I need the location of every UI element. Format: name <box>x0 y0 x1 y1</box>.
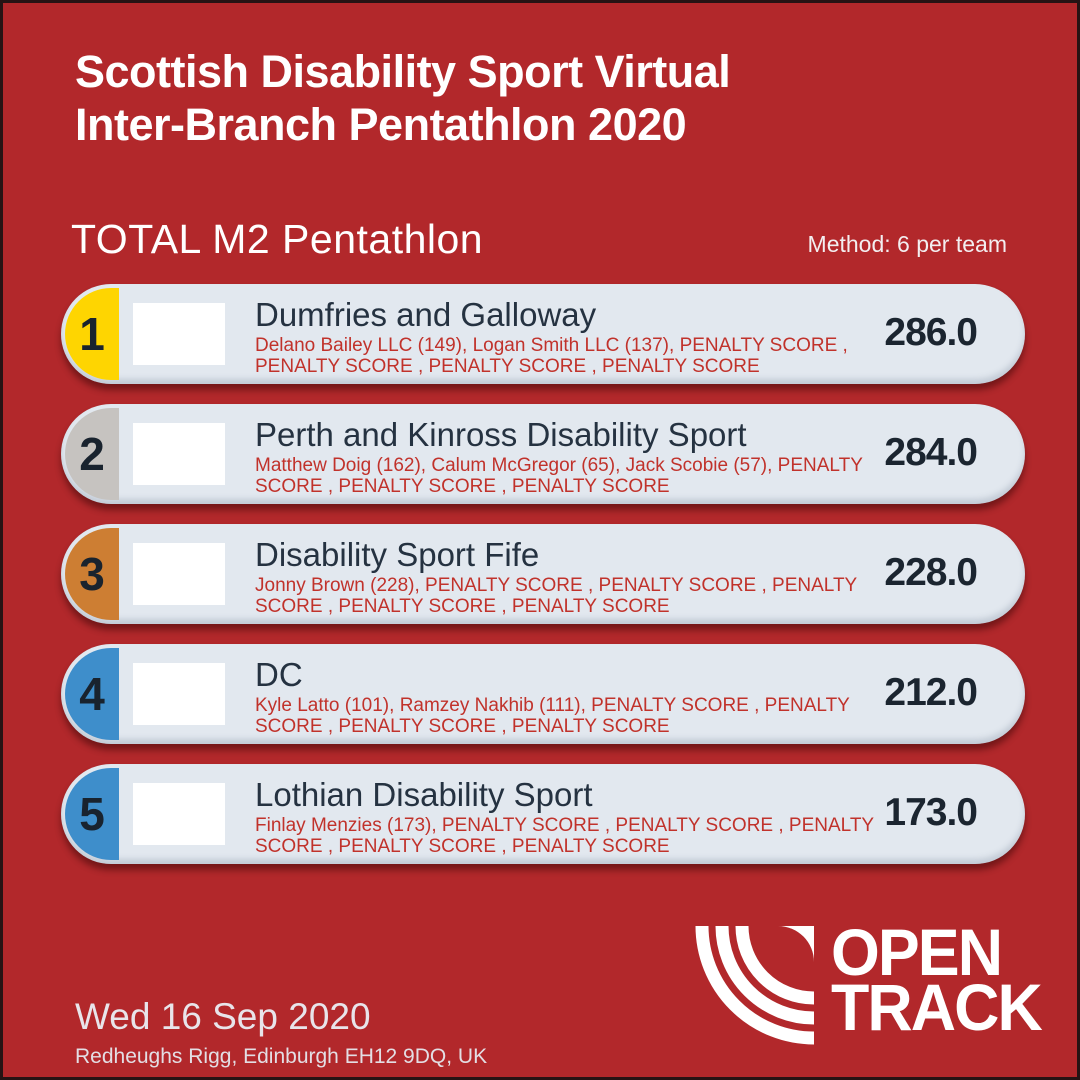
event-title-line1: Scottish Disability Sport Virtual <box>75 46 731 97</box>
rank-badge: 1 <box>65 288 119 380</box>
rank-number: 1 <box>79 308 105 360</box>
team-logo-placeholder <box>133 783 225 845</box>
team-score: 212.0 <box>884 671 978 715</box>
team-name: DC <box>255 656 303 693</box>
team-info: Dumfries and Galloway Delano Bailey LLC … <box>255 296 903 377</box>
team-info: Disability Sport Fife Jonny Brown (228),… <box>255 536 903 617</box>
rank-badge: 2 <box>65 408 119 500</box>
rank-number: 4 <box>79 668 105 720</box>
team-logo-placeholder <box>133 543 225 605</box>
rank-number: 5 <box>79 788 105 840</box>
rank-badge: 5 <box>65 768 119 860</box>
team-athletes: Jonny Brown (228), PENALTY SCORE , PENAL… <box>255 575 857 617</box>
result-row-3: 3 Disability Sport Fife Jonny Brown (228… <box>61 524 1025 624</box>
team-athletes: Finlay Menzies (173), PENALTY SCORE , PE… <box>255 815 874 857</box>
team-info: Lothian Disability Sport Finlay Menzies … <box>255 776 903 857</box>
team-athletes: Kyle Latto (101), Ramzey Nakhib (111), P… <box>255 695 850 737</box>
result-row-5: 5 Lothian Disability Sport Finlay Menzie… <box>61 764 1025 864</box>
team-name: Lothian Disability Sport <box>255 776 593 813</box>
section-heading: TOTAL M2 Pentathlon <box>71 216 484 262</box>
result-row-2: 2 Perth and Kinross Disability Sport Mat… <box>61 404 1025 504</box>
result-row-4: 4 DC Kyle Latto (101), Ramzey Nakhib (11… <box>61 644 1025 744</box>
team-athletes: Delano Bailey LLC (149), Logan Smith LLC… <box>255 335 848 377</box>
team-logo-placeholder <box>133 423 225 485</box>
team-score: 286.0 <box>884 311 978 355</box>
team-name: Disability Sport Fife <box>255 536 540 573</box>
team-athletes: Matthew Doig (162), Calum McGregor (65),… <box>255 455 863 497</box>
team-info: Perth and Kinross Disability Sport Matth… <box>255 416 903 497</box>
team-info: DC Kyle Latto (101), Ramzey Nakhib (111)… <box>255 656 903 737</box>
result-row-1: 1 Dumfries and Galloway Delano Bailey LL… <box>61 284 1025 384</box>
rank-badge: 3 <box>65 528 119 620</box>
team-score: 228.0 <box>884 551 978 595</box>
rank-number: 2 <box>79 428 105 480</box>
opentrack-arcs-icon <box>695 925 815 1045</box>
opentrack-wordmark: OPEN TRACK <box>831 915 1043 1044</box>
event-date: Wed 16 Sep 2020 <box>75 996 371 1037</box>
event-title: Scottish Disability Sport Virtual Inter-… <box>75 45 731 151</box>
logo-word-open: OPEN <box>831 915 1003 989</box>
rank-number: 3 <box>79 548 105 600</box>
logo-word-track: TRACK <box>831 970 1043 1044</box>
team-name: Dumfries and Galloway <box>255 296 597 333</box>
event-location: Redheughs Rigg, Edinburgh EH12 9DQ, UK <box>75 1045 488 1068</box>
event-title-line2: Inter-Branch Pentathlon 2020 <box>75 99 687 150</box>
team-score: 173.0 <box>884 791 978 835</box>
method-label: Method: 6 per team <box>807 231 1007 257</box>
team-name: Perth and Kinross Disability Sport <box>255 416 747 453</box>
results-list: 1 Dumfries and Galloway Delano Bailey LL… <box>61 284 1025 864</box>
team-logo-placeholder <box>133 303 225 365</box>
rank-badge: 4 <box>65 648 119 740</box>
team-score: 284.0 <box>884 431 978 475</box>
team-logo-placeholder <box>133 663 225 725</box>
